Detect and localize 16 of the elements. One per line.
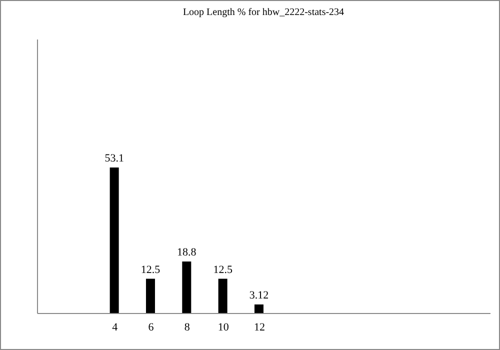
bar bbox=[254, 304, 264, 313]
x-tick-label: 4 bbox=[112, 322, 118, 334]
data-label: 12.5 bbox=[140, 264, 161, 276]
bar bbox=[110, 168, 119, 313]
x-tick-label: 6 bbox=[148, 322, 154, 334]
chart-title: Loop Length % for hbw_2222-stats-234 bbox=[182, 7, 344, 18]
x-tick-label: 10 bbox=[218, 322, 230, 334]
data-label: 53.1 bbox=[104, 152, 124, 165]
bar bbox=[146, 278, 155, 313]
x-tick-label: 12 bbox=[254, 322, 265, 334]
bar bbox=[218, 278, 228, 313]
data-label: 3.12 bbox=[249, 289, 269, 302]
data-label: 12.5 bbox=[213, 264, 233, 276]
x-tick-label: 8 bbox=[184, 322, 190, 334]
data-label: 18.8 bbox=[177, 246, 197, 258]
bar bbox=[182, 261, 192, 313]
